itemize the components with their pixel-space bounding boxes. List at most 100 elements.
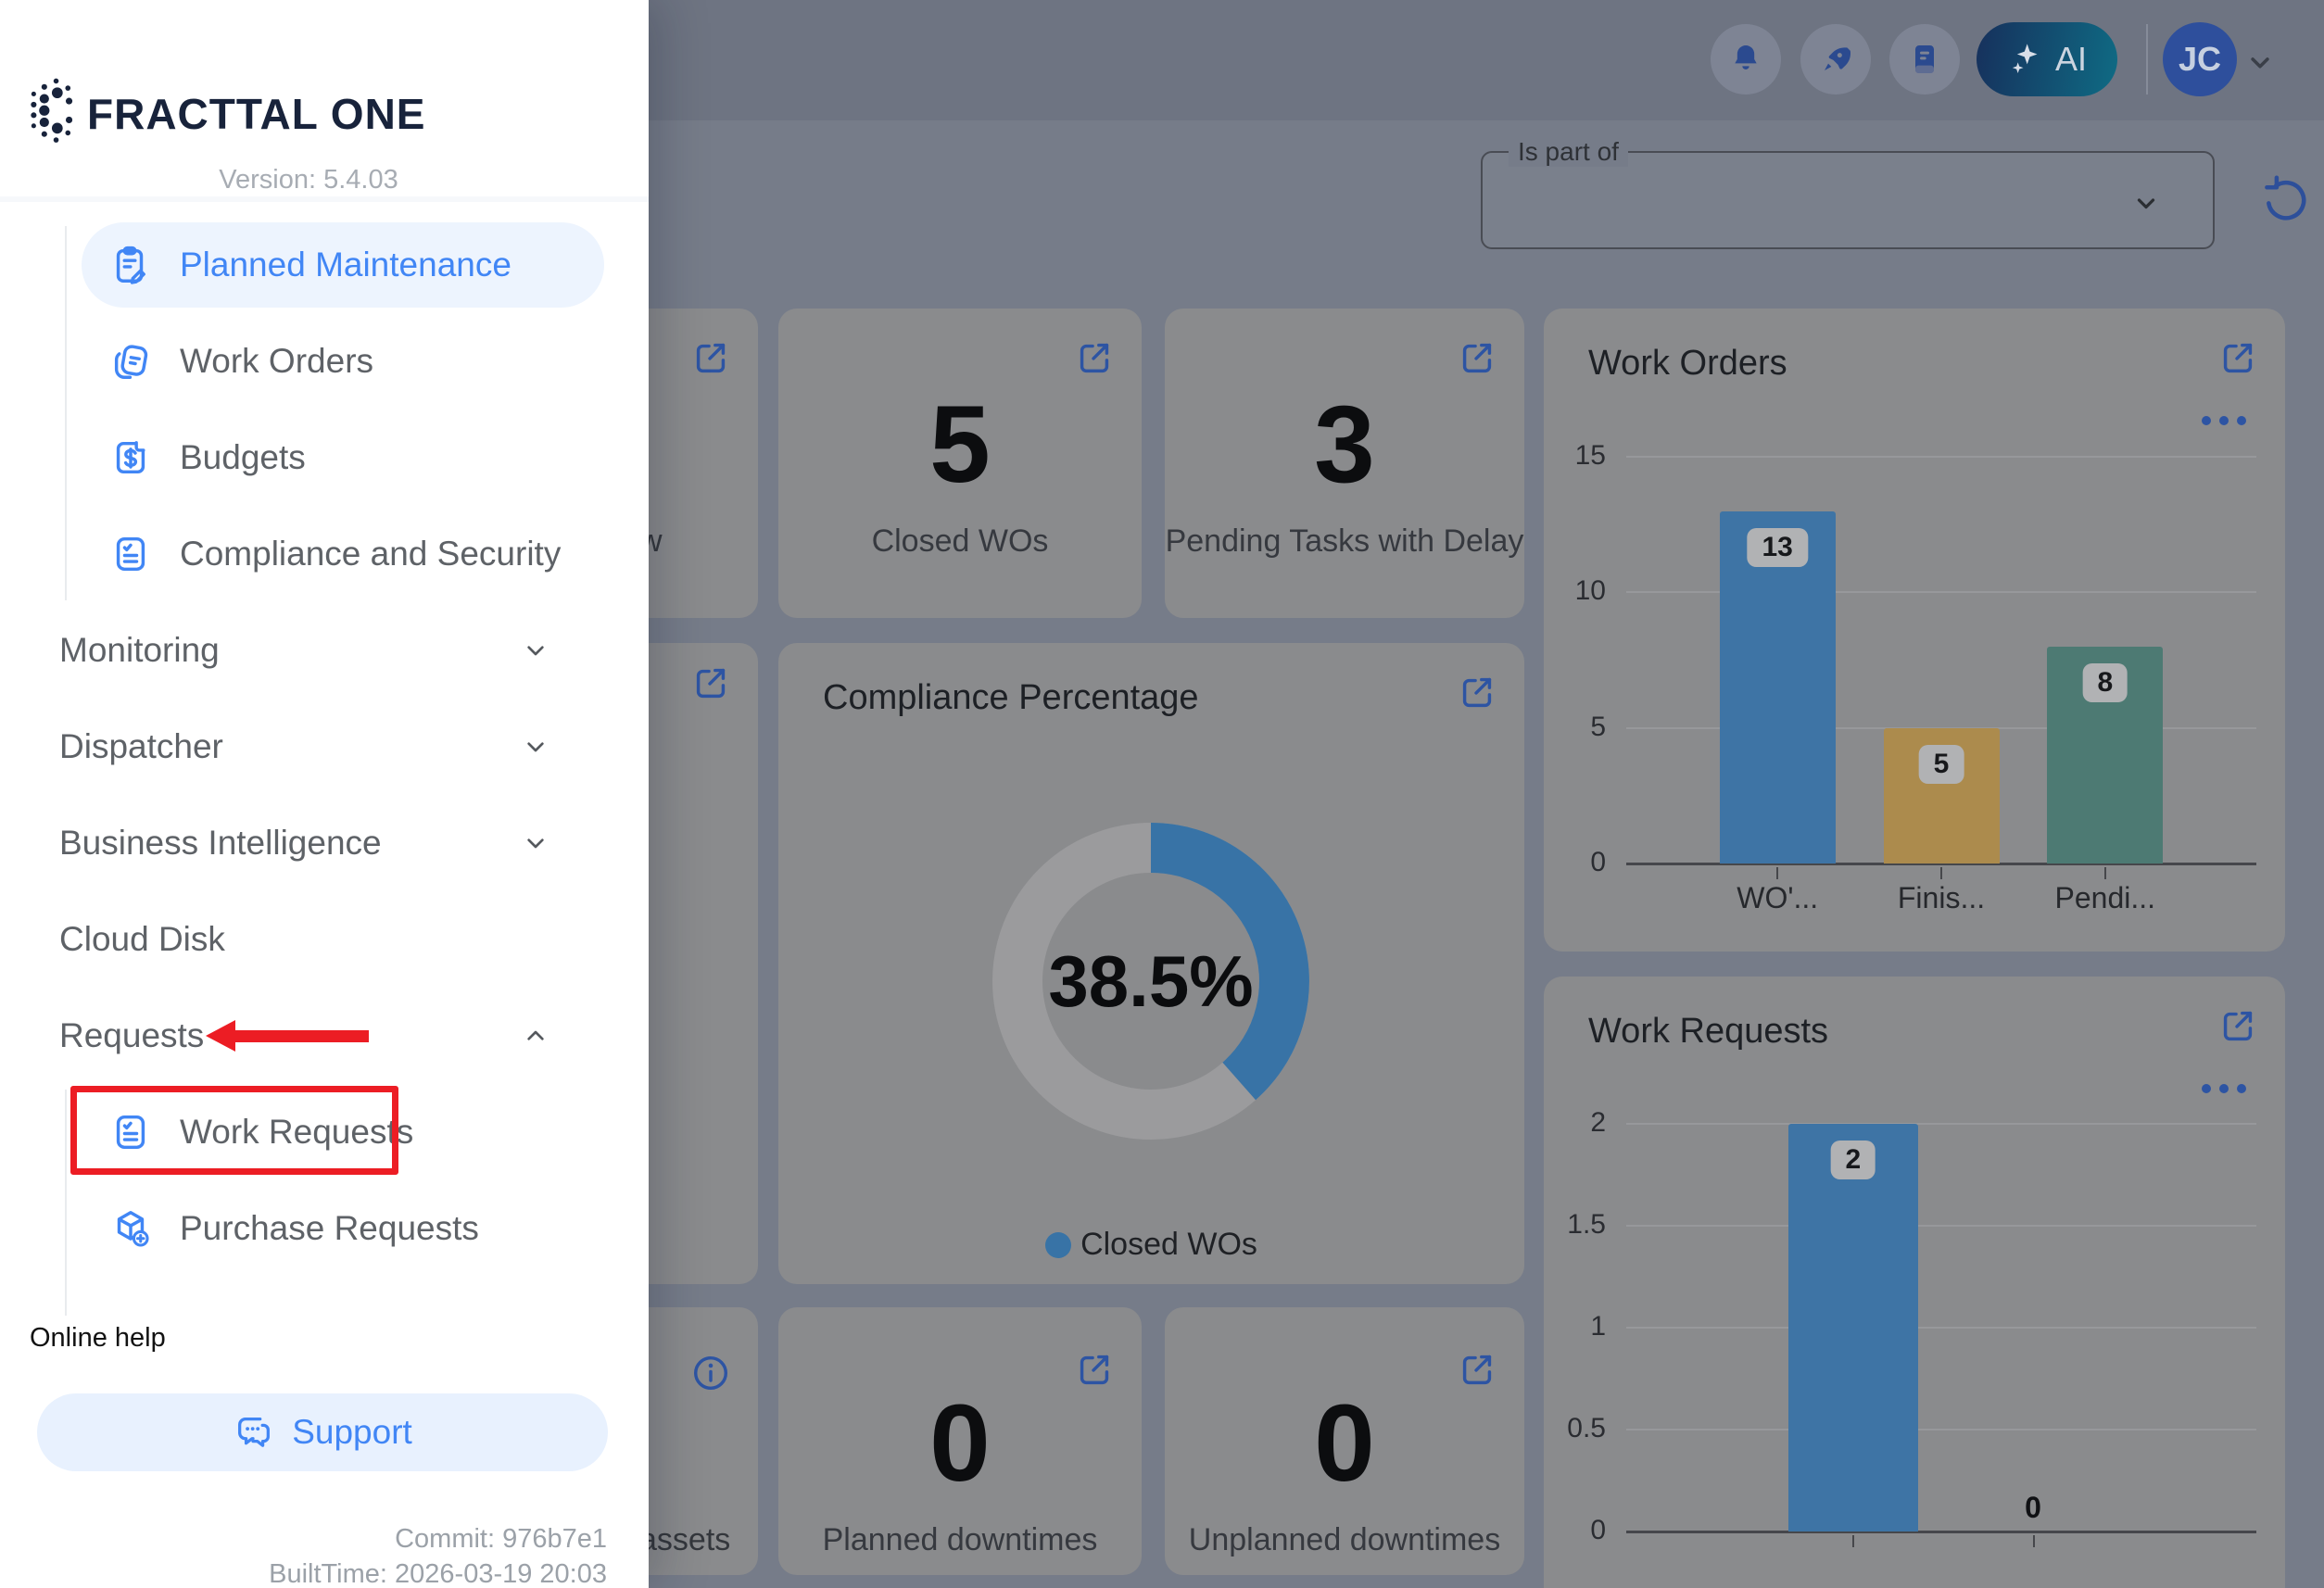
- y-axis-tick-label: 10: [1574, 575, 1606, 607]
- y-axis-tick-label: 0: [1590, 1515, 1606, 1545]
- release-notes-button[interactable]: [1889, 24, 1960, 95]
- sidebar-item-compliance-security[interactable]: Compliance and Security: [82, 511, 604, 597]
- x-axis-category-label: Finis...: [1897, 881, 1986, 914]
- commit-label: Commit: 976b7e1: [395, 1524, 607, 1554]
- y-axis-tick-label: 1: [1590, 1311, 1606, 1342]
- sidebar-section-label: Requests: [59, 1016, 205, 1054]
- sidebar-item-work-requests[interactable]: Work Requests: [82, 1090, 604, 1175]
- select-chevron-down-icon: [2129, 186, 2163, 224]
- y-axis-tick-label: 0: [1590, 847, 1606, 877]
- compliance-chart-card: Compliance Percentage 38.5% Closed WOs: [778, 643, 1524, 1284]
- support-chat-icon: [238, 1417, 271, 1447]
- sidebar-section-label: Cloud Disk: [59, 920, 225, 958]
- support-button[interactable]: Support: [37, 1393, 608, 1471]
- is-part-of-select[interactable]: Is part of: [1481, 137, 2215, 249]
- x-axis-tick: [1776, 867, 1779, 879]
- avatar[interactable]: JC: [2163, 22, 2237, 96]
- open-external-button[interactable]: [2217, 1004, 2259, 1052]
- bar-value-label: 2: [1830, 1141, 1876, 1179]
- drawer-divider: [0, 196, 649, 202]
- y-axis-tick-label: 2: [1590, 1107, 1606, 1138]
- work-requests-chart-card: Work Requests 0 0.5 1 1.5 2 2 0: [1544, 977, 2285, 1588]
- booklet-icon: [1915, 45, 1934, 73]
- info-button[interactable]: [689, 1352, 732, 1399]
- external-link-icon: [2223, 343, 2253, 373]
- sidebar-section-monitoring[interactable]: Monitoring: [59, 608, 606, 693]
- refresh-button[interactable]: [2257, 172, 2311, 234]
- sidebar-item-work-orders[interactable]: Work Orders: [82, 319, 604, 404]
- chevron-down-icon: [527, 838, 544, 849]
- donut-chart: [992, 823, 1309, 1140]
- arrow-bar: [235, 1029, 369, 1042]
- compliance-icon: [116, 536, 145, 572]
- avatar-initials: JC: [2178, 40, 2222, 78]
- chevron-down-icon: [527, 646, 544, 656]
- x-axis-tick: [1940, 867, 1942, 879]
- gridline: [1626, 456, 2256, 458]
- fracttal-logo-icon: [28, 70, 80, 153]
- open-external-button[interactable]: [1456, 1348, 1498, 1395]
- sidebar-item-label: Purchase Requests: [180, 1209, 479, 1247]
- kpi-card-closed-wos: 5 Closed WOs: [778, 309, 1142, 618]
- open-external-button[interactable]: [1073, 1348, 1116, 1395]
- rocket-icon: [1825, 47, 1851, 70]
- gridline: [1626, 1429, 2256, 1430]
- kpi-value: 5: [929, 384, 991, 506]
- sidebar-section-cloud-disk[interactable]: Cloud Disk: [59, 897, 606, 982]
- legend-label: Closed WOs: [1080, 1227, 1257, 1262]
- ai-assistant-button[interactable]: AI: [1977, 22, 2117, 96]
- kpi-label: Closed WOs: [871, 523, 1049, 559]
- notifications-button[interactable]: [1711, 24, 1781, 95]
- sidebar-item-label: Compliance and Security: [180, 535, 562, 573]
- ai-label: AI: [2054, 40, 2087, 78]
- refresh-icon: [2265, 175, 2306, 221]
- x-axis-category-label: Pendi...: [2054, 881, 2156, 914]
- sidebar-section-label: Dispatcher: [59, 727, 223, 765]
- external-link-icon: [1080, 343, 1109, 373]
- sidebar-item-label: Work Orders: [180, 342, 374, 380]
- sidebar-item-budgets[interactable]: Budgets: [82, 415, 604, 500]
- budget-icon: [116, 441, 145, 474]
- open-external-button[interactable]: [1456, 336, 1498, 384]
- sidebar-item-purchase-requests[interactable]: Purchase Requests: [82, 1186, 604, 1271]
- sidebar-section-business-intelligence[interactable]: Business Intelligence: [59, 800, 606, 886]
- sidebar-section-requests[interactable]: Requests: [59, 993, 606, 1078]
- gridline: [1626, 591, 2256, 594]
- purchase-requests-icon: [117, 1211, 149, 1247]
- sidebar-section-label: Monitoring: [59, 631, 220, 669]
- open-external-button[interactable]: [2217, 336, 2259, 384]
- external-link-icon: [1462, 1355, 1492, 1385]
- chart-menu-button[interactable]: [2202, 1084, 2246, 1093]
- open-external-button[interactable]: [1456, 671, 1498, 718]
- whats-new-button[interactable]: [1800, 24, 1871, 95]
- donut-value-arc[interactable]: [1150, 823, 1309, 1101]
- built-time-label: BuiltTime: 2026-03-19 20:03: [269, 1559, 607, 1588]
- arrow-head: [206, 1020, 235, 1052]
- chart-legend: Closed WOs: [778, 1227, 1524, 1263]
- sidebar-item-planned-maintenance[interactable]: Planned Maintenance: [82, 222, 604, 308]
- chart-title: Work Orders: [1588, 344, 1787, 383]
- sidebar-section-dispatcher[interactable]: Dispatcher: [59, 704, 606, 789]
- bar[interactable]: [1719, 510, 1836, 863]
- annotation-highlight-box: [70, 1086, 398, 1175]
- kpi-label: Unplanned downtimes: [1188, 1522, 1501, 1557]
- x-axis-tick: [1851, 1535, 1854, 1547]
- header-divider: [2146, 24, 2148, 95]
- open-external-button[interactable]: [689, 336, 732, 384]
- y-axis-tick-label: 1.5: [1567, 1209, 1606, 1240]
- kpi-label: Pending Tasks with Delay: [1165, 523, 1524, 559]
- support-label: Support: [292, 1413, 412, 1451]
- bar[interactable]: [1787, 1124, 1918, 1531]
- kpi-card-pending-tasks: 3 Pending Tasks with Delay: [1165, 309, 1524, 618]
- external-link-icon: [1462, 677, 1492, 708]
- work-orders-plot: 0 5 10 15 13 WO'... 5 Finis... 8 Pendi...: [1544, 309, 2285, 952]
- open-external-button[interactable]: [1073, 336, 1116, 384]
- info-icon: [693, 1355, 728, 1391]
- legend-dot: [1045, 1231, 1072, 1258]
- y-axis-tick-label: 0.5: [1567, 1413, 1606, 1443]
- brand-name: FRACTTAL ONE: [87, 90, 426, 138]
- chart-menu-button[interactable]: [2202, 416, 2246, 425]
- account-menu-button[interactable]: [2242, 44, 2278, 84]
- open-external-button[interactable]: [689, 662, 732, 709]
